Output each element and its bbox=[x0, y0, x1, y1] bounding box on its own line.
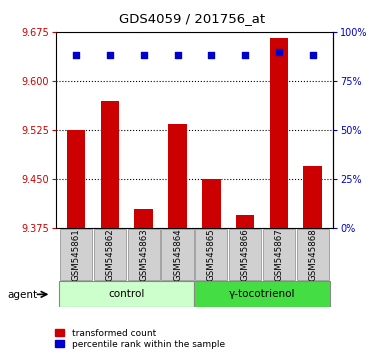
Text: control: control bbox=[109, 289, 145, 299]
Point bbox=[107, 53, 113, 58]
FancyBboxPatch shape bbox=[60, 229, 92, 280]
Bar bbox=[168, 124, 187, 228]
FancyBboxPatch shape bbox=[59, 281, 194, 307]
FancyBboxPatch shape bbox=[161, 229, 194, 280]
Point bbox=[310, 53, 316, 58]
Bar bbox=[270, 38, 288, 228]
Text: GSM545864: GSM545864 bbox=[173, 228, 182, 281]
Point bbox=[73, 53, 79, 58]
FancyBboxPatch shape bbox=[128, 229, 160, 280]
Text: GSM545863: GSM545863 bbox=[139, 228, 148, 281]
FancyBboxPatch shape bbox=[94, 229, 126, 280]
Point bbox=[208, 53, 214, 58]
Text: GSM545868: GSM545868 bbox=[308, 228, 317, 281]
Text: GSM545861: GSM545861 bbox=[72, 228, 80, 281]
Bar bbox=[100, 101, 119, 228]
Text: agent: agent bbox=[8, 290, 38, 299]
Bar bbox=[202, 179, 221, 228]
Point bbox=[174, 53, 181, 58]
Legend: transformed count, percentile rank within the sample: transformed count, percentile rank withi… bbox=[55, 328, 226, 349]
Bar bbox=[67, 130, 85, 228]
FancyBboxPatch shape bbox=[194, 281, 330, 307]
FancyBboxPatch shape bbox=[229, 229, 261, 280]
Text: GDS4059 / 201756_at: GDS4059 / 201756_at bbox=[119, 12, 266, 25]
Point bbox=[141, 53, 147, 58]
Point bbox=[276, 48, 282, 54]
Point bbox=[242, 53, 248, 58]
Text: γ-tocotrienol: γ-tocotrienol bbox=[229, 289, 295, 299]
Text: GSM545865: GSM545865 bbox=[207, 228, 216, 281]
Text: GSM545867: GSM545867 bbox=[275, 228, 283, 281]
Bar bbox=[134, 209, 153, 228]
Bar bbox=[236, 215, 254, 228]
FancyBboxPatch shape bbox=[195, 229, 228, 280]
Bar bbox=[303, 166, 322, 228]
FancyBboxPatch shape bbox=[297, 229, 329, 280]
Text: GSM545862: GSM545862 bbox=[105, 228, 114, 281]
FancyBboxPatch shape bbox=[263, 229, 295, 280]
Text: GSM545866: GSM545866 bbox=[241, 228, 249, 281]
